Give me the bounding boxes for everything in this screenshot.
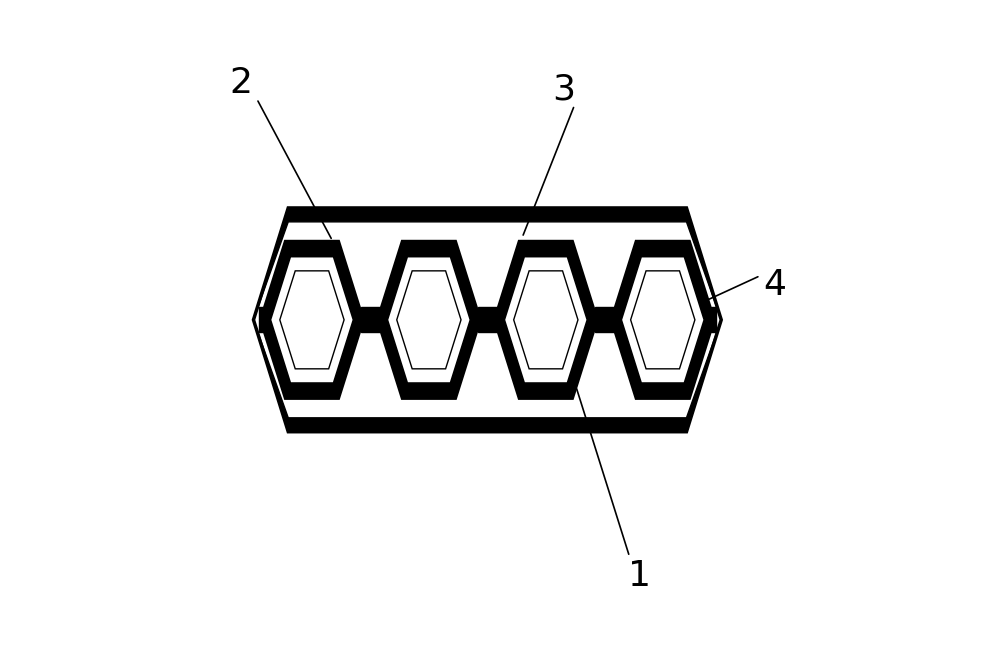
Polygon shape xyxy=(478,307,497,333)
Polygon shape xyxy=(253,208,721,432)
Polygon shape xyxy=(280,271,344,369)
Polygon shape xyxy=(259,307,263,333)
Polygon shape xyxy=(631,271,695,369)
Polygon shape xyxy=(387,256,470,383)
Polygon shape xyxy=(595,307,614,333)
Text: 2: 2 xyxy=(229,66,252,99)
Text: 4: 4 xyxy=(763,268,786,302)
Text: 3: 3 xyxy=(552,72,575,106)
Text: 1: 1 xyxy=(628,559,651,593)
Polygon shape xyxy=(260,241,364,399)
Polygon shape xyxy=(253,320,721,432)
Polygon shape xyxy=(377,241,481,399)
Polygon shape xyxy=(397,271,461,369)
Polygon shape xyxy=(514,271,578,369)
Polygon shape xyxy=(361,307,380,333)
Polygon shape xyxy=(494,241,598,399)
Polygon shape xyxy=(611,241,715,399)
Polygon shape xyxy=(270,256,353,383)
Polygon shape xyxy=(621,256,704,383)
Polygon shape xyxy=(253,208,721,320)
Polygon shape xyxy=(504,256,587,383)
Polygon shape xyxy=(711,307,716,333)
